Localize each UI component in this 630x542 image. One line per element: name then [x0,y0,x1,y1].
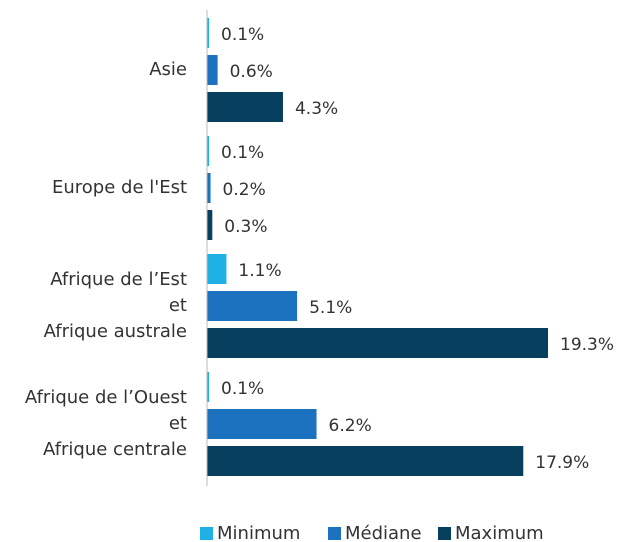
bar [207,328,548,358]
value-label: 0.6% [230,62,273,82]
value-label: 0.1% [221,379,264,399]
value-label: 0.3% [224,217,267,237]
category-label: Afrique de l’Ouest et Afrique centrale [25,387,187,460]
category-label: Europe de l'Est [52,177,187,198]
bar [207,372,209,402]
value-label: 19.3% [560,335,614,355]
bar [207,136,209,166]
bar [207,92,283,122]
value-label: 6.2% [329,416,372,436]
legend-swatch [200,527,213,540]
bar [207,55,218,85]
bar [207,210,213,240]
bar [207,409,317,439]
legend-swatch [438,527,451,540]
category-label: Afrique de l’Est et Afrique australe [44,269,187,342]
legend-label: Médiane [345,523,422,542]
category-label: Asie [149,59,187,80]
value-label: 1.1% [238,261,281,281]
bar [207,254,227,284]
value-label: 5.1% [309,298,352,318]
bar [207,291,298,321]
bar [207,173,211,203]
bar [207,18,209,48]
bar [207,446,524,476]
value-label: 0.1% [221,25,264,45]
value-label: 0.1% [221,143,264,163]
legend-label: Minimum [217,523,300,542]
value-label: 0.2% [223,180,266,200]
legend-label: Maximum [455,523,544,542]
value-label: 4.3% [295,99,338,119]
legend-swatch [328,527,341,540]
value-label: 17.9% [535,453,589,473]
